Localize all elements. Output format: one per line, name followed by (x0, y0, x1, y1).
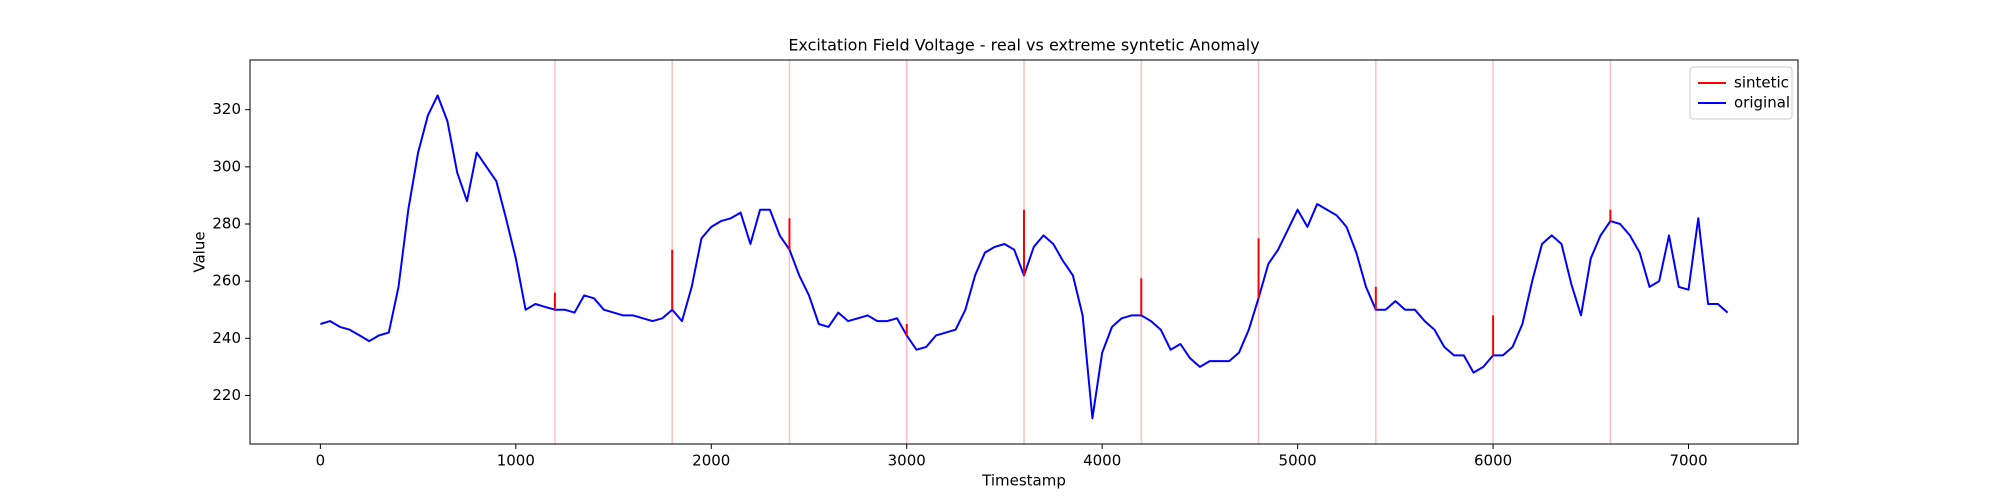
legend-label: original (1734, 94, 1790, 112)
x-tick-label: 4000 (1083, 452, 1121, 470)
legend-label: sintetic (1734, 74, 1789, 92)
chart-title: Excitation Field Voltage - real vs extre… (788, 36, 1259, 55)
x-tick-label: 6000 (1474, 452, 1512, 470)
y-tick-label: 280 (212, 215, 241, 233)
x-tick-label: 5000 (1279, 452, 1317, 470)
y-tick-label: 320 (212, 100, 241, 118)
x-axis-label: Timestamp (981, 472, 1066, 490)
x-tick-label: 1000 (497, 452, 535, 470)
x-tick-label: 2000 (692, 452, 730, 470)
plot-frame (249, 59, 1799, 445)
x-tick-label: 3000 (888, 452, 926, 470)
x-tick-label: 0 (316, 452, 326, 470)
x-tick-label: 7000 (1669, 452, 1707, 470)
legend-box (1689, 66, 1793, 120)
y-tick-label: 240 (212, 329, 241, 347)
y-axis-label: Value (191, 231, 209, 272)
y-tick-label: 260 (212, 272, 241, 290)
y-tick-label: 220 (212, 386, 241, 404)
y-tick-label: 300 (212, 157, 241, 175)
